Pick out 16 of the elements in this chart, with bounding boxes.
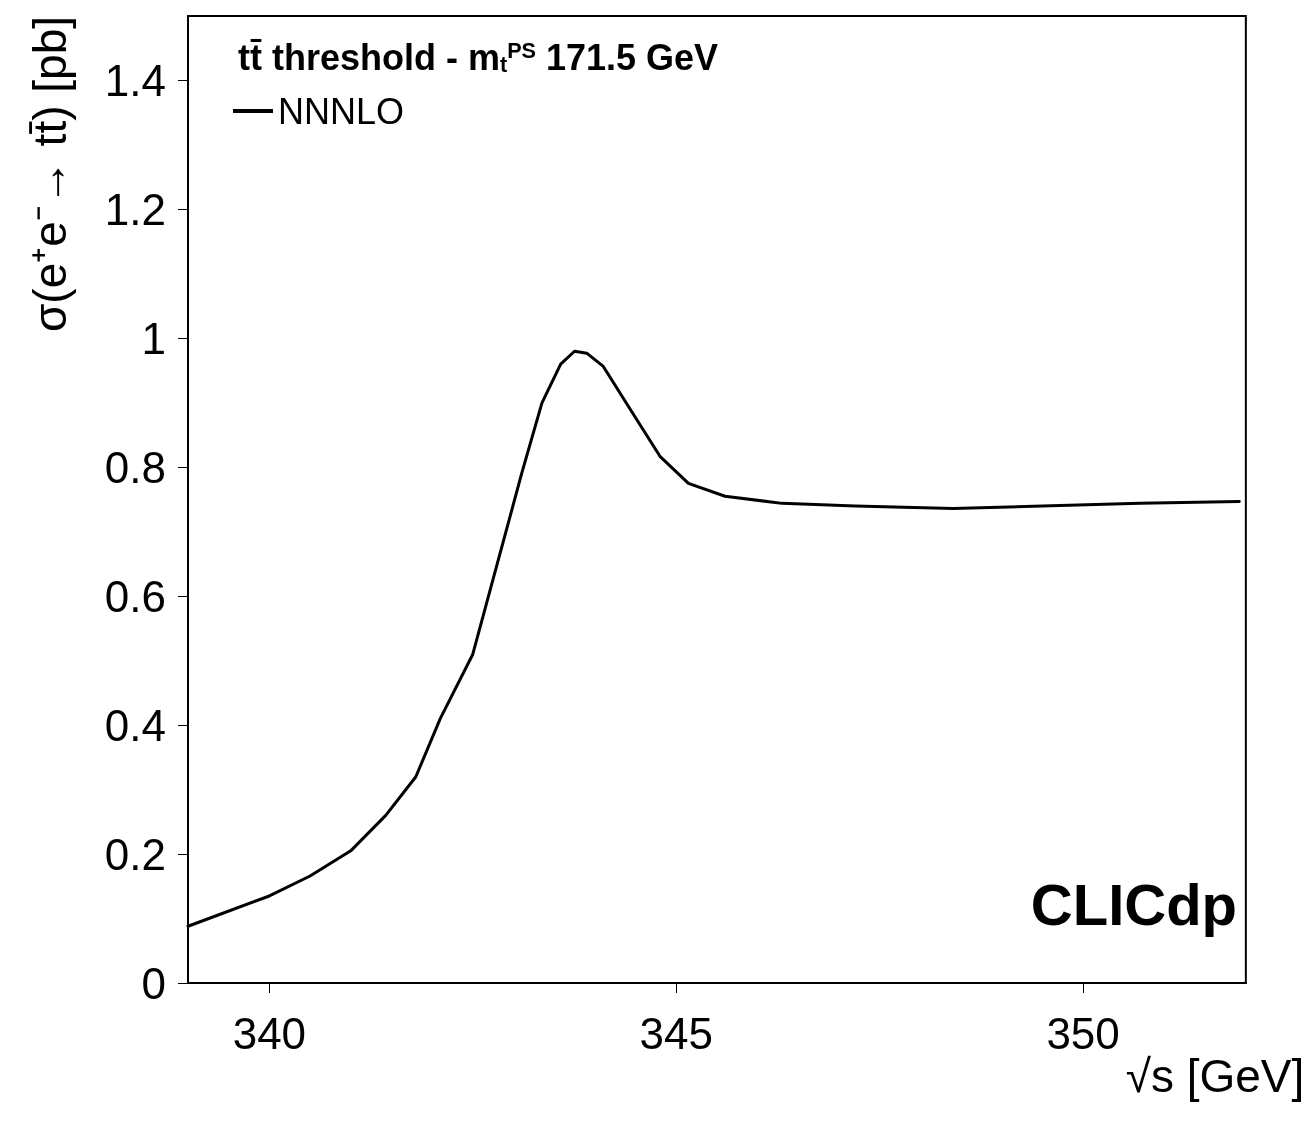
y-tick-label: 0.8: [104, 442, 166, 492]
y-tick-label: 1.4: [104, 55, 166, 105]
y-tick-label: 0.4: [104, 700, 166, 750]
y-tick-label: 1: [141, 313, 166, 363]
y-axis-title: σ(e⁺e⁻→ tt̄) [pb]: [24, 16, 76, 333]
annotation: CLICdp: [1030, 871, 1237, 937]
x-tick-label: 345: [639, 1008, 713, 1058]
y-tick-label: 1.2: [104, 184, 166, 234]
x-tick-label: 350: [1046, 1008, 1120, 1058]
x-tick-label: 340: [232, 1008, 307, 1058]
y-tick-label: 0.2: [104, 829, 166, 879]
text: tt̄ threshold - mtPS 171.5 GeV: [238, 36, 719, 78]
y-tick-label: 0: [141, 958, 166, 1008]
y-tick-label: 0.6: [104, 571, 166, 621]
legend-label: NNNLO: [278, 90, 405, 132]
x-axis-title: √s [GeV]: [1125, 1050, 1305, 1102]
